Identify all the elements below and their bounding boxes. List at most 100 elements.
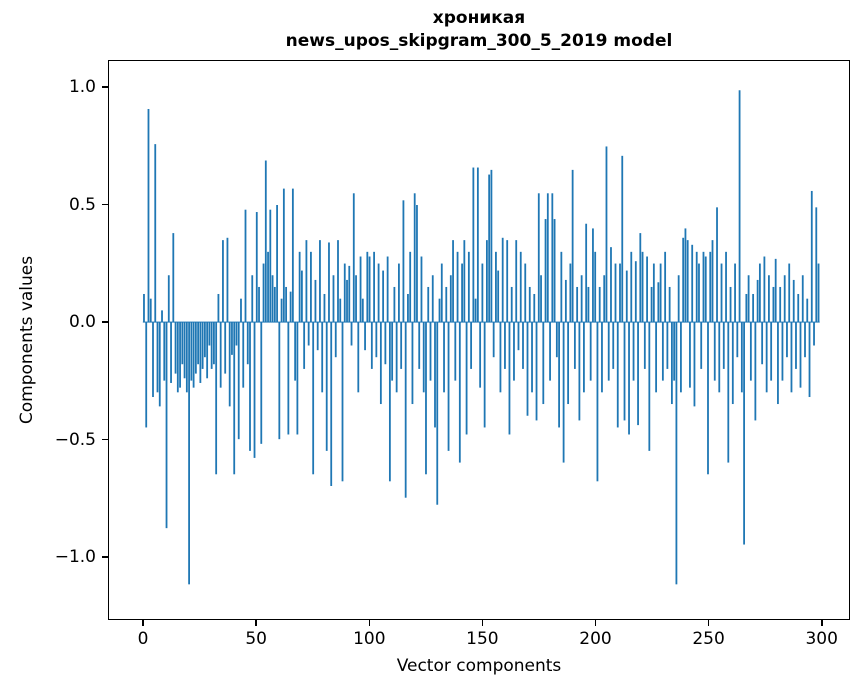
bar	[231, 322, 233, 355]
bar	[391, 322, 394, 381]
bar	[646, 256, 648, 323]
y-tick-label: 0.5	[68, 194, 96, 215]
bar	[788, 263, 791, 323]
bar	[490, 169, 493, 323]
bar	[425, 322, 427, 475]
y-tick-mark	[102, 438, 108, 441]
bar	[339, 298, 342, 323]
bar	[237, 322, 240, 440]
bar	[580, 275, 583, 323]
bar	[303, 322, 306, 369]
bar	[330, 322, 333, 486]
bar	[488, 174, 491, 323]
bar	[682, 237, 685, 323]
bar	[745, 293, 748, 323]
bar	[709, 251, 712, 323]
bar	[549, 322, 551, 381]
bar	[501, 237, 504, 323]
bar	[341, 322, 344, 482]
bar	[495, 251, 497, 323]
bar	[610, 247, 612, 323]
bar	[467, 251, 470, 323]
bar	[373, 251, 375, 323]
bar	[634, 261, 637, 323]
bar	[587, 286, 590, 323]
bar	[312, 322, 315, 475]
bar	[258, 286, 260, 323]
bar	[361, 298, 364, 323]
x-tick-label: 0	[137, 629, 149, 649]
bar	[310, 251, 312, 323]
bar	[321, 322, 324, 393]
bar	[481, 263, 484, 323]
bar	[271, 275, 274, 323]
bar	[535, 322, 538, 421]
bar	[260, 322, 263, 444]
bar	[233, 322, 236, 475]
bar	[522, 322, 524, 369]
bar	[603, 275, 606, 323]
x-tick-mark	[481, 620, 484, 626]
bar	[375, 322, 378, 358]
bar	[761, 322, 764, 365]
chart-title-line2: news_upos_skipgram_300_5_2019 model	[285, 31, 673, 51]
bar	[253, 322, 256, 458]
bar	[810, 190, 813, 323]
bar	[298, 251, 301, 323]
bar	[436, 322, 439, 505]
bar	[727, 322, 730, 463]
bar	[472, 167, 475, 323]
bar	[657, 282, 660, 323]
bar	[420, 256, 423, 323]
bar	[537, 193, 540, 323]
bar	[815, 207, 818, 323]
bar	[167, 275, 170, 323]
bar	[596, 322, 599, 482]
bar	[485, 240, 488, 323]
bar	[174, 322, 177, 374]
bar	[716, 207, 718, 323]
bar	[734, 263, 736, 323]
bar	[783, 275, 786, 323]
bar	[366, 251, 369, 323]
bar	[792, 279, 795, 323]
bar	[625, 270, 628, 323]
bar	[781, 322, 784, 381]
bar	[443, 322, 445, 393]
bar	[573, 322, 576, 369]
bar	[621, 155, 624, 323]
bar	[449, 275, 452, 323]
x-tick-label: 200	[579, 629, 612, 649]
bar	[395, 322, 398, 393]
bar	[476, 167, 479, 323]
bar	[562, 322, 565, 463]
bar	[355, 275, 357, 323]
bar	[244, 209, 247, 323]
bar	[149, 298, 152, 323]
bar	[156, 322, 159, 393]
bar	[287, 322, 290, 435]
x-tick-mark	[368, 620, 370, 626]
bar	[661, 322, 664, 381]
bar	[276, 205, 278, 323]
bar	[343, 263, 346, 323]
bar	[605, 146, 608, 323]
bar	[740, 322, 743, 393]
bar	[291, 188, 294, 323]
x-tick-label: 100	[353, 629, 386, 649]
bar	[639, 233, 642, 323]
bar	[758, 263, 761, 323]
bar	[711, 240, 714, 323]
bar	[350, 322, 353, 346]
bar	[743, 322, 745, 545]
bar	[463, 240, 466, 323]
bar	[217, 293, 220, 323]
bar	[614, 263, 617, 323]
bar	[508, 322, 511, 435]
bar	[352, 193, 355, 323]
bar	[483, 322, 486, 428]
bar	[404, 322, 407, 498]
bar	[564, 279, 567, 323]
bar	[300, 270, 303, 323]
bar	[384, 322, 387, 365]
